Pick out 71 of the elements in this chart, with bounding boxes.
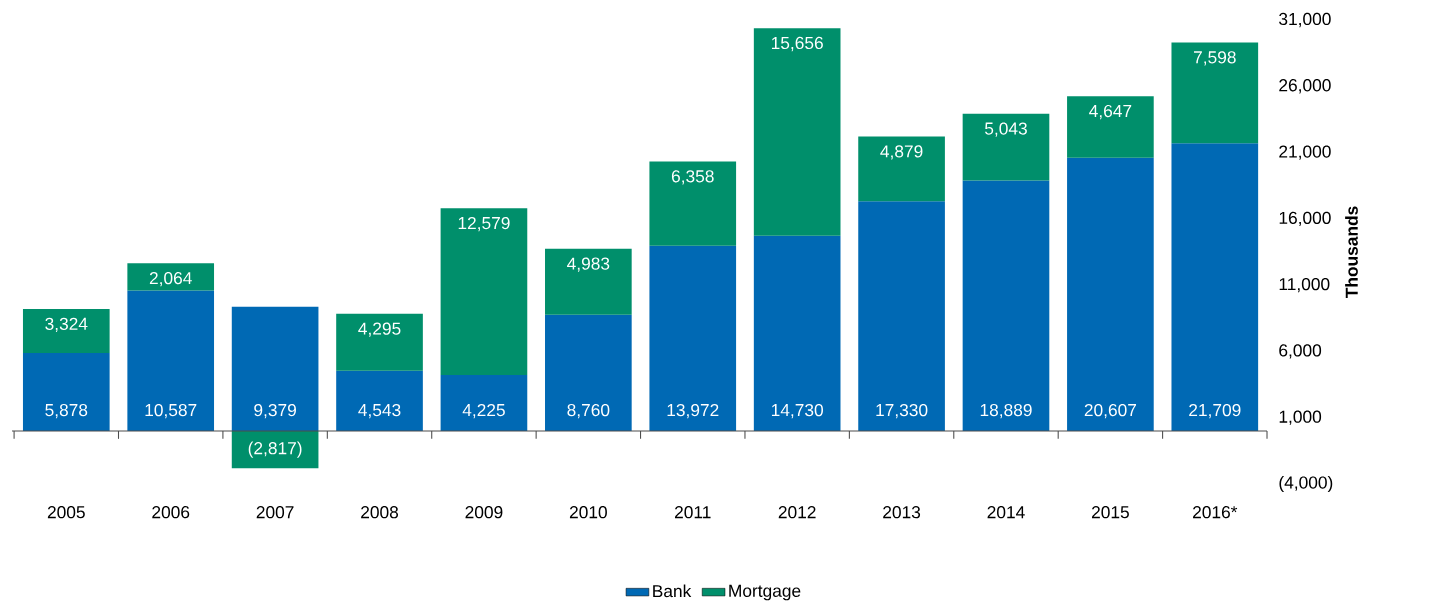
data-label: 8,760	[567, 403, 610, 419]
bar	[962, 180, 1050, 431]
data-label: 4,647	[1089, 104, 1132, 120]
data-label: 9,379	[254, 403, 296, 419]
bar	[440, 208, 528, 375]
data-label: 14,730	[771, 403, 823, 419]
x-tick-label: 2012	[778, 506, 816, 519]
bar	[336, 370, 423, 431]
bar	[649, 245, 737, 431]
bar	[127, 263, 215, 291]
y-axis-title: Thousands	[1345, 206, 1358, 299]
bar	[962, 113, 1050, 181]
y-tick-label: (4,000)	[1279, 475, 1333, 493]
bar	[753, 28, 841, 236]
y-tick-label: 31,000	[1279, 12, 1331, 28]
data-label: 13,972	[667, 403, 719, 419]
data-label: 4,543	[358, 403, 401, 419]
data-label: 4,295	[358, 322, 401, 337]
data-label: 5,878	[45, 403, 88, 419]
bar	[1171, 42, 1259, 144]
bar	[336, 313, 423, 371]
data-label: 4,225	[462, 403, 505, 419]
data-label: 17,330	[876, 403, 928, 419]
bar	[858, 136, 945, 202]
y-tick-label: 26,000	[1279, 79, 1331, 94]
data-label: 20,607	[1084, 403, 1137, 419]
legend-label: Bank	[653, 584, 692, 598]
y-tick-label: 11,000	[1279, 277, 1330, 293]
data-label: 5,043	[984, 122, 1027, 137]
bar	[753, 235, 841, 431]
x-tick-label: 2011	[675, 506, 711, 519]
x-tick-label: 2005	[47, 506, 85, 519]
bar	[1067, 96, 1154, 158]
data-label: 21,709	[1189, 403, 1241, 419]
data-label: 4,983	[567, 257, 610, 272]
data-label: 6,358	[671, 170, 714, 185]
bar	[440, 374, 528, 431]
x-tick-label: 2016*	[1193, 506, 1238, 519]
x-tick-label: 2014	[987, 506, 1025, 519]
x-tick-label: 2006	[152, 506, 190, 519]
bar	[649, 161, 737, 246]
data-label: 15,656	[771, 36, 823, 52]
data-label: 10,587	[145, 403, 197, 419]
bar	[22, 308, 110, 354]
bar	[545, 314, 632, 431]
bar	[1067, 157, 1154, 431]
bar	[858, 201, 945, 431]
data-label: 3,324	[45, 317, 88, 333]
data-label: (2,817)	[248, 441, 302, 458]
bar	[231, 430, 319, 469]
x-tick-label: 2015	[1091, 506, 1129, 519]
data-label: 2,064	[149, 271, 192, 287]
y-tick-label: 21,000	[1279, 145, 1331, 160]
x-tick-label: 2013	[883, 506, 921, 519]
x-tick-label: 2008	[361, 506, 399, 519]
data-label: 18,889	[980, 403, 1032, 419]
y-tick-label: 6,000	[1279, 344, 1322, 359]
x-tick-label: 2007	[256, 506, 294, 519]
x-tick-label: 2010	[569, 506, 607, 519]
y-tick-label: 1,000	[1279, 410, 1322, 425]
x-tick-label: 2009	[465, 506, 503, 519]
data-label: 4,879	[880, 145, 923, 160]
bar	[231, 306, 319, 431]
data-label: 12,579	[458, 216, 510, 232]
bar	[545, 248, 632, 315]
y-tick-label: 16,000	[1279, 211, 1331, 227]
bar	[22, 353, 110, 431]
bar	[1171, 143, 1259, 431]
legend-label: Mortgage	[729, 584, 801, 601]
data-label: 7,598	[1194, 51, 1236, 66]
bar	[127, 290, 215, 431]
